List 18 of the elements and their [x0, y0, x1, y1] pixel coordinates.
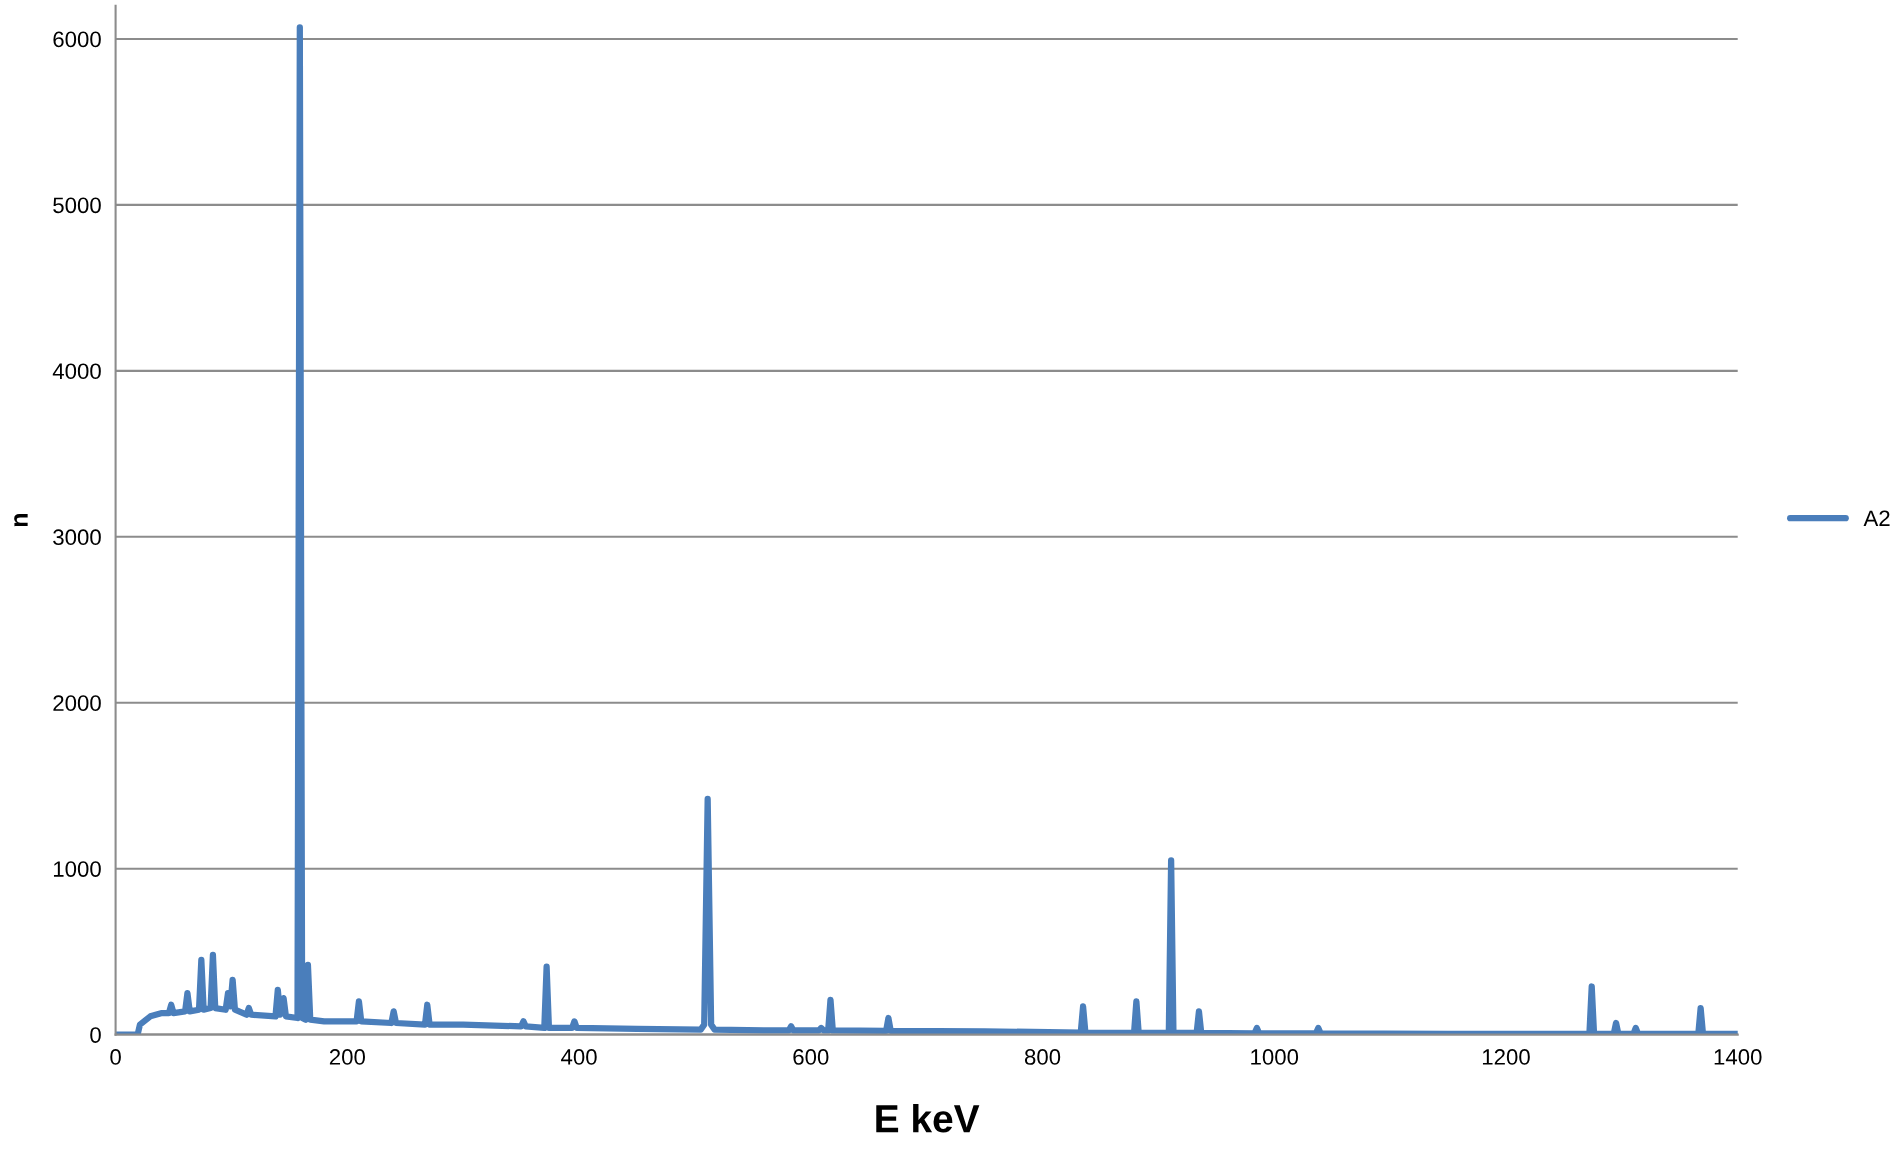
y-axis-title: n [14, 514, 28, 527]
x-axis-title: E keV [876, 1103, 980, 1133]
x-tick-label: 1400 [1714, 1049, 1762, 1065]
y-tick-label: 1000 [53, 861, 101, 877]
x-tick-label: 1200 [1482, 1049, 1530, 1065]
x-tick-label: 600 [793, 1049, 829, 1065]
y-tick-label: 6000 [53, 31, 101, 48]
y-tick-label: 2000 [53, 695, 101, 712]
legend-label: A2 [1863, 510, 1890, 526]
y-tick-label: 0 [90, 1027, 101, 1043]
y-tick-label: 3000 [53, 529, 101, 546]
x-tick-label: 1000 [1251, 1049, 1299, 1065]
x-tick-label: 400 [561, 1049, 597, 1065]
y-tick-label: 5000 [53, 197, 101, 214]
x-tick-label: 800 [1024, 1049, 1061, 1065]
x-tick-label: 200 [329, 1049, 365, 1065]
x-tick-label: 0 [110, 1049, 121, 1065]
y-tick-label: 4000 [52, 363, 101, 380]
